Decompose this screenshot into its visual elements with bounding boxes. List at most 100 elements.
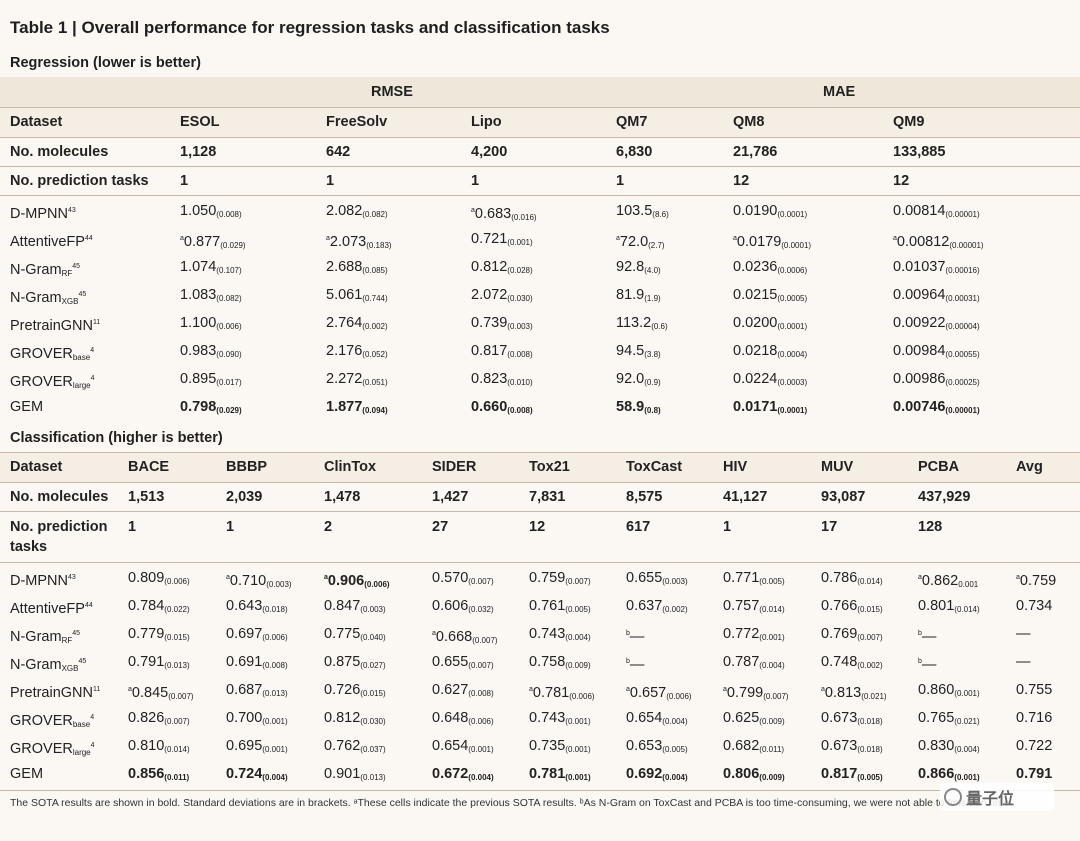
method-subscript: RF <box>61 636 73 645</box>
tasks-count: 1 <box>471 173 480 189</box>
metric-value: 0.781 <box>532 685 570 701</box>
molecules-count: 1,128 <box>180 144 217 160</box>
standard-deviation: (0.006) <box>364 580 390 589</box>
metric-cell: 0.01037(0.00016) <box>893 258 980 280</box>
standard-deviation: (0.040) <box>360 633 386 642</box>
method-name: GROVER <box>10 346 73 362</box>
metric-value: 0.01037 <box>893 259 946 275</box>
metric-value: 5.061 <box>326 287 363 303</box>
metric-cell: 0.637(0.002) <box>626 597 688 619</box>
metric-value: 0.654 <box>432 738 469 754</box>
standard-deviation: (0.005) <box>759 577 785 586</box>
reference-number: 43 <box>68 574 76 581</box>
molecules-label: No. molecules <box>10 144 109 160</box>
metric-value: 0.606 <box>432 598 469 614</box>
metric-value: 0.983 <box>180 343 217 359</box>
standard-deviation: (0.014) <box>857 577 883 586</box>
method-subscript: RF <box>61 269 73 278</box>
classification-column-header: Dataset <box>10 459 63 475</box>
method-name: N-Gram <box>10 290 62 306</box>
sota-footnote-mark: a <box>626 686 630 693</box>
metric-cell: a0.813(0.021) <box>821 681 887 706</box>
metric-value: 0.653 <box>626 738 663 754</box>
metric-value: 2.072 <box>471 287 508 303</box>
standard-deviation: (0.090) <box>216 350 242 359</box>
sota-footnote-mark: a <box>1016 574 1020 581</box>
metric-value: 0.00984 <box>893 343 946 359</box>
tasks-count: 1 <box>616 173 625 189</box>
metric-cell: a0.710(0.003) <box>226 569 292 594</box>
standard-deviation: (0.00031) <box>945 294 980 303</box>
standard-deviation: (0.0004) <box>777 350 808 359</box>
molecules-count: 437,929 <box>918 489 971 505</box>
metric-value: 0.0218 <box>733 343 778 359</box>
metric-value: 0.00986 <box>893 371 946 387</box>
metric-cell: 0.860(0.001) <box>918 681 980 703</box>
metric-value: 0.798 <box>180 399 217 415</box>
mae-group-label: MAE <box>823 84 856 100</box>
method-subscript: base <box>72 720 91 729</box>
metric-cell: a0.845(0.007) <box>128 681 194 706</box>
molecules-count: 21,786 <box>733 144 778 160</box>
metric-cell: 0.791 <box>1016 765 1052 783</box>
tasks-count: 1 <box>226 519 235 535</box>
metric-value: 92.8 <box>616 259 645 275</box>
metric-cell: 0.895(0.017) <box>180 370 242 392</box>
metric-value: 0.0200 <box>733 315 778 331</box>
table-footnote: The SOTA results are shown in bold. Stan… <box>10 797 1013 809</box>
standard-deviation: (0.0001) <box>777 406 808 415</box>
method-name-cell: D-MPNN43 <box>10 569 76 590</box>
standard-deviation: (0.006) <box>216 322 242 331</box>
standard-deviation: (0.006) <box>666 692 692 701</box>
metric-cell: 0.722 <box>1016 737 1052 755</box>
method-name-cell: GROVERlarge4 <box>10 737 95 762</box>
tasks-count: 17 <box>821 519 838 535</box>
method-subscript: large <box>72 748 91 757</box>
tasks-count: 128 <box>918 519 943 535</box>
metric-cell: b— <box>626 653 644 674</box>
classification-column-header: MUV <box>821 459 854 475</box>
metric-cell: 2.176(0.052) <box>326 342 388 364</box>
metric-cell: 0.823(0.010) <box>471 370 533 392</box>
sota-footnote-mark: a <box>471 207 475 214</box>
metric-cell: 0.654(0.001) <box>432 737 494 759</box>
metric-cell: 0.781(0.001) <box>529 765 591 787</box>
standard-deviation: (0.018) <box>857 717 883 726</box>
metric-cell: 0.00986(0.00025) <box>893 370 980 392</box>
metric-value: 0.0171 <box>733 399 778 415</box>
standard-deviation: (0.744) <box>362 294 388 303</box>
standard-deviation: (0.001) <box>565 773 591 782</box>
metric-value: 0.00812 <box>896 234 950 250</box>
metric-cell: 0.724(0.004) <box>226 765 288 787</box>
metric-cell: 2.082(0.082) <box>326 202 388 224</box>
metric-cell: 0.655(0.007) <box>432 653 494 675</box>
metric-cell: 0.784(0.022) <box>128 597 190 619</box>
metric-cell: 0.748(0.002) <box>821 653 883 675</box>
reference-number: 45 <box>78 658 87 665</box>
metric-value: 0.655 <box>626 570 663 586</box>
classification-column-header: HIV <box>723 459 748 475</box>
metric-cell: 103.5(8.6) <box>616 202 669 224</box>
metric-cell: a0.781(0.006) <box>529 681 595 706</box>
regression-column-header: FreeSolv <box>326 114 388 130</box>
tasks-count: 27 <box>432 519 449 535</box>
standard-deviation: (0.005) <box>565 605 591 614</box>
metric-value: 2.764 <box>326 315 363 331</box>
standard-deviation: (0.052) <box>362 350 388 359</box>
standard-deviation: (0.082) <box>216 294 242 303</box>
metric-value: — <box>921 657 937 673</box>
metric-value: 0.758 <box>529 654 566 670</box>
classification-column-header: SIDER <box>432 459 477 475</box>
standard-deviation: (0.00016) <box>945 266 980 275</box>
reference-number: 44 <box>84 235 93 242</box>
molecules-count: 1,478 <box>324 489 361 505</box>
classification-header-band <box>0 452 1080 482</box>
standard-deviation: (0.005) <box>857 773 883 782</box>
wechat-icon <box>944 788 962 806</box>
molecules-count: 642 <box>326 144 351 160</box>
metric-cell: 1.877(0.094) <box>326 398 388 420</box>
standard-deviation: (0.004) <box>662 773 688 782</box>
metric-value: 2.073 <box>329 234 367 250</box>
rule <box>0 562 1080 563</box>
